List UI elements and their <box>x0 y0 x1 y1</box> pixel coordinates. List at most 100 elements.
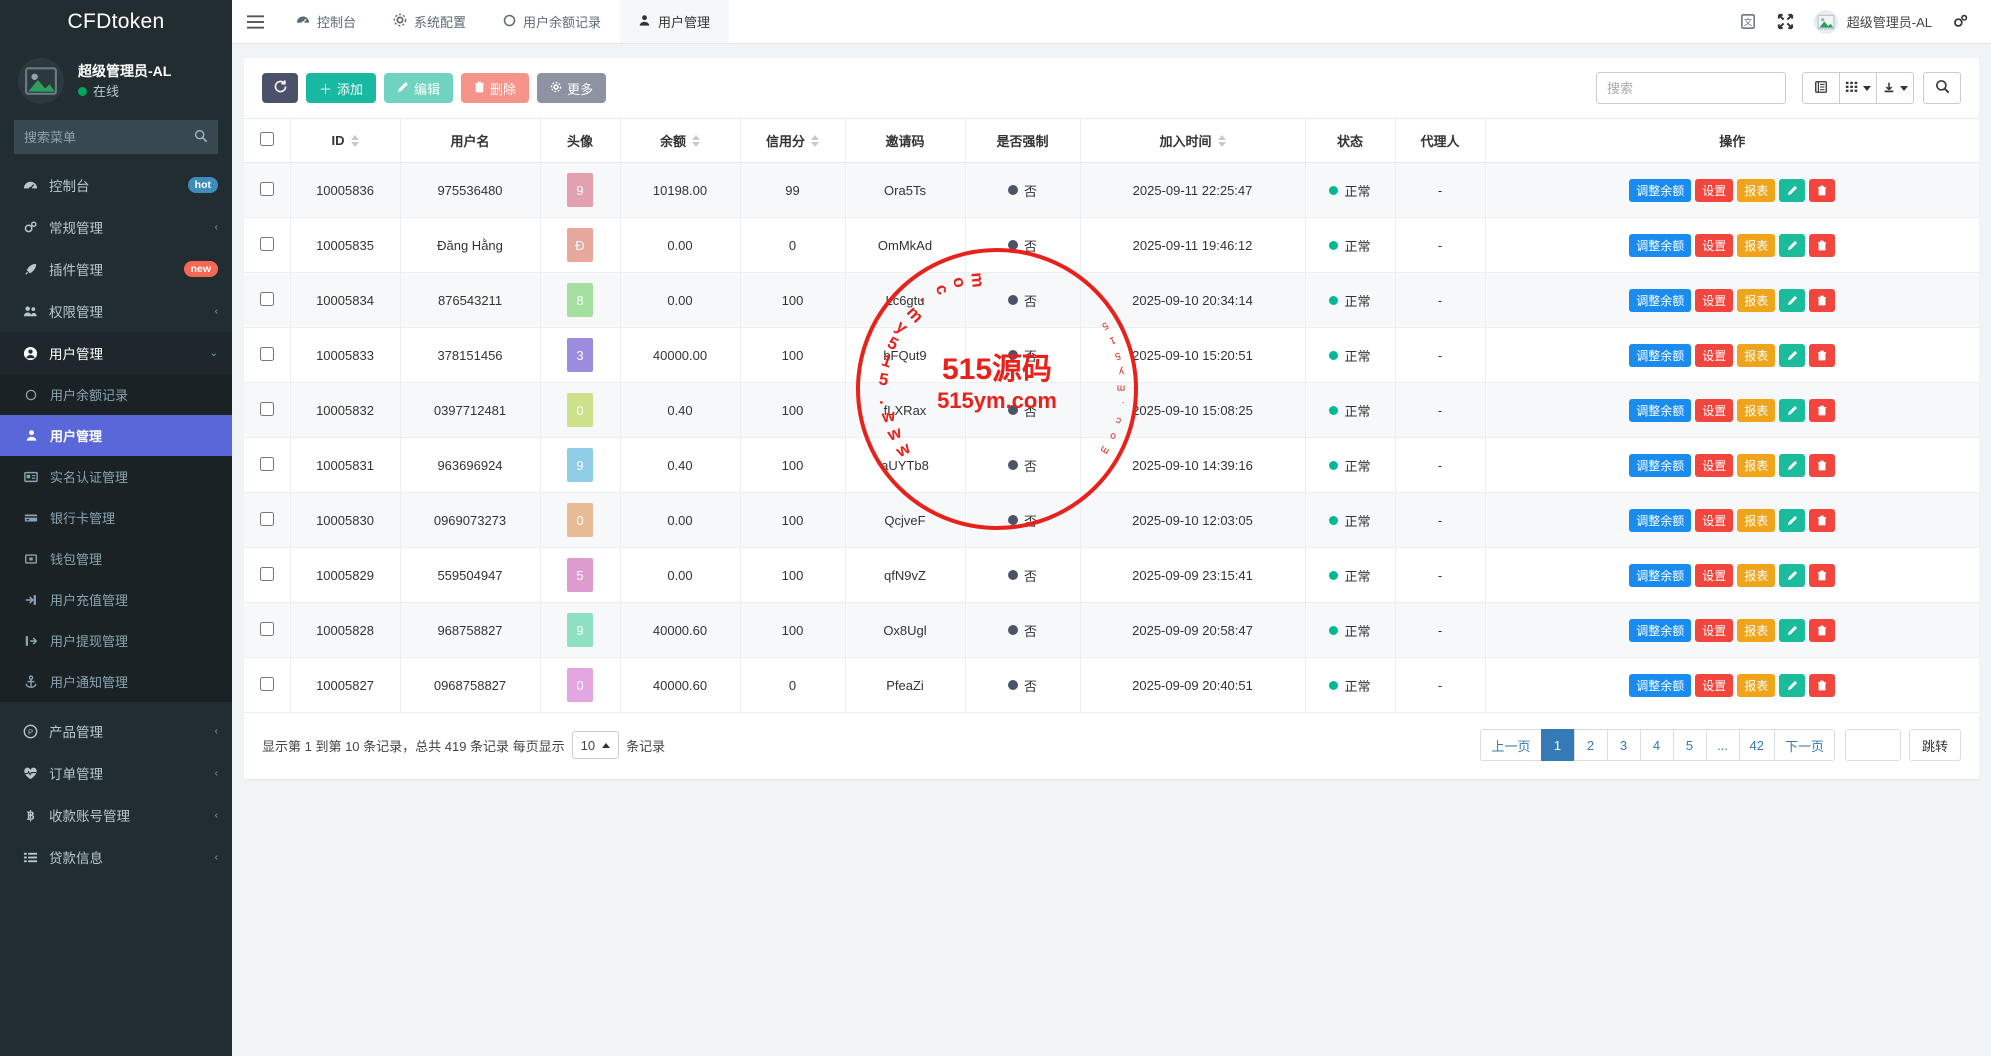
row-action-set[interactable]: 设置 <box>1695 508 1734 532</box>
row-action-pencil[interactable] <box>1779 398 1806 422</box>
tab-system-config[interactable]: 系统配置 <box>375 0 485 43</box>
row-action-rep[interactable]: 报表 <box>1737 618 1776 642</box>
sidebar-item-dashboard-link[interactable]: 控制台 hot <box>0 164 232 206</box>
row-action-trash[interactable] <box>1809 398 1836 422</box>
row-action-rep[interactable]: 报表 <box>1737 563 1776 587</box>
pagination-prev[interactable]: 上一页 <box>1480 729 1542 761</box>
table-row[interactable]: 10005836 975536480 9 10198.00 99 Ora5Ts 否 2025-… <box>244 162 1979 218</box>
sidebar-subitem-wallet[interactable]: 钱包管理 <box>0 538 232 579</box>
column-header-jointime[interactable]: 加入时间 <box>1079 118 1305 163</box>
sidebar-search[interactable] <box>14 120 218 154</box>
pagination-page-5[interactable]: 5 <box>1672 729 1707 761</box>
brand-logo[interactable]: CFDtoken <box>67 10 165 33</box>
sidebar-item-general-link[interactable]: 常规管理 ‹ <box>0 206 232 248</box>
table-row[interactable]: 10005830 0969073273 0 0.00 100 QcjveF 否 2025-09… <box>244 492 1979 548</box>
row-action-trash[interactable] <box>1809 673 1836 697</box>
row-checkbox[interactable] <box>259 401 274 416</box>
row-action-rep[interactable]: 报表 <box>1737 508 1776 532</box>
sidebar-subitem-recharge[interactable]: 用户充值管理 <box>0 579 232 620</box>
row-action-rep[interactable]: 报表 <box>1737 288 1776 312</box>
row-action-trash[interactable] <box>1809 233 1836 257</box>
row-action-trash[interactable] <box>1809 343 1836 367</box>
table-row[interactable]: 10005828 968758827 9 40000.60 100 Ox8Ugl 否 2025… <box>244 602 1979 658</box>
pagination-page-42[interactable]: 42 <box>1738 729 1775 761</box>
row-action-rep[interactable]: 报表 <box>1737 673 1776 697</box>
pagination-jump-button[interactable]: 跳转 <box>1908 729 1961 761</box>
row-action-trash[interactable] <box>1809 288 1836 312</box>
row-action-pencil[interactable] <box>1779 288 1806 312</box>
row-action-bal[interactable]: 调整余额 <box>1629 398 1692 422</box>
row-action-set[interactable]: 设置 <box>1695 233 1734 257</box>
row-checkbox[interactable] <box>259 511 274 526</box>
row-checkbox[interactable] <box>259 236 274 251</box>
search-menu-input[interactable] <box>24 129 194 145</box>
column-header-id[interactable]: ID <box>289 118 400 163</box>
row-action-set[interactable]: 设置 <box>1695 453 1734 477</box>
sidebar-item-permissions-link[interactable]: 权限管理 ‹ <box>0 290 232 332</box>
sort-icon[interactable] <box>692 134 700 147</box>
table-row[interactable]: 10005834 876543211 8 0.00 100 Lc6gtu 否 2025-09-… <box>244 272 1979 328</box>
select-all-checkbox[interactable] <box>259 132 274 146</box>
pagination-page-3[interactable]: 3 <box>1606 729 1641 761</box>
page-size-select[interactable]: 10 <box>571 731 620 759</box>
pagination-page-4[interactable]: 4 <box>1639 729 1674 761</box>
topbar-user[interactable]: 超级管理员-AL <box>1813 9 1932 34</box>
sidebar-subitem-withdraw[interactable]: 用户提现管理 <box>0 620 232 661</box>
sort-icon[interactable] <box>1217 134 1226 147</box>
row-action-trash[interactable] <box>1809 178 1836 202</box>
sidebar-subitem-bankcard[interactable]: 银行卡管理 <box>0 497 232 538</box>
sidebar-subitem-user-management[interactable]: 用户管理 <box>0 415 232 456</box>
more-button[interactable]: 更多 <box>537 73 607 103</box>
row-action-rep[interactable]: 报表 <box>1737 178 1776 202</box>
row-action-bal[interactable]: 调整余额 <box>1629 508 1692 532</box>
row-action-pencil[interactable] <box>1779 343 1806 367</box>
pagination-next[interactable]: 下一页 <box>1773 729 1835 761</box>
fullscreen-icon[interactable] <box>1777 13 1794 30</box>
row-action-set[interactable]: 设置 <box>1695 398 1734 422</box>
add-button[interactable]: ＋ 添加 <box>306 73 377 103</box>
row-action-set[interactable]: 设置 <box>1695 563 1734 587</box>
table-row[interactable]: 10005831 963696924 9 0.40 100 aUYTb8 否 2025-09-… <box>244 437 1979 493</box>
sidebar-item-loaninfo-link[interactable]: 贷款信息 ‹ <box>0 836 232 878</box>
row-action-pencil[interactable] <box>1779 233 1806 257</box>
sort-icon[interactable] <box>350 134 359 147</box>
row-action-pencil[interactable] <box>1779 563 1806 587</box>
tab-dashboard[interactable]: 控制台 <box>278 0 375 43</box>
refresh-button[interactable] <box>262 73 298 103</box>
hamburger-icon[interactable] <box>232 0 278 43</box>
row-action-trash[interactable] <box>1809 563 1836 587</box>
row-checkbox[interactable] <box>259 291 274 306</box>
tab-user-management[interactable]: 用户管理 <box>620 0 730 43</box>
row-action-pencil[interactable] <box>1779 508 1806 532</box>
row-action-bal[interactable]: 调整余额 <box>1629 343 1692 367</box>
column-header-balance[interactable]: 余额 <box>619 118 740 163</box>
row-action-set[interactable]: 设置 <box>1695 673 1734 697</box>
row-action-rep[interactable]: 报表 <box>1737 343 1776 367</box>
sidebar-item-users-link[interactable]: 用户管理 ⌄ <box>0 332 232 374</box>
grid-button[interactable] <box>1839 72 1877 104</box>
pagination-page-2[interactable]: 2 <box>1573 729 1608 761</box>
settings-cogs-icon[interactable] <box>1952 13 1969 30</box>
row-action-bal[interactable]: 调整余额 <box>1629 178 1692 202</box>
row-action-bal[interactable]: 调整余额 <box>1629 673 1692 697</box>
sidebar-subitem-balance-records[interactable]: 用户余额记录 <box>0 374 232 415</box>
row-action-bal[interactable]: 调整余额 <box>1629 288 1692 312</box>
column-header-credit[interactable]: 信用分 <box>739 118 845 163</box>
table-row[interactable]: 10005832 0397712481 0 0.40 100 fLXRax 否 2025-09… <box>244 382 1979 438</box>
table-row[interactable]: 10005833 378151456 3 40000.00 100 bFQut9 否 2025… <box>244 327 1979 383</box>
row-action-pencil[interactable] <box>1779 178 1806 202</box>
row-checkbox[interactable] <box>259 566 274 581</box>
row-action-rep[interactable]: 报表 <box>1737 398 1776 422</box>
table-row[interactable]: 10005835 Đăng Hằng Đ 0.00 0 OmMkAd 否 2025-09-11… <box>244 217 1979 273</box>
search-icon[interactable] <box>194 129 208 146</box>
row-action-set[interactable]: 设置 <box>1695 178 1734 202</box>
row-action-pencil[interactable] <box>1779 618 1806 642</box>
table-row[interactable]: 10005829 559504947 5 0.00 100 qfN9vZ 否 2025-09-… <box>244 547 1979 603</box>
row-checkbox[interactable] <box>259 676 274 691</box>
row-action-trash[interactable] <box>1809 508 1836 532</box>
sidebar-item-orders-link[interactable]: 订单管理 ‹ <box>0 752 232 794</box>
row-checkbox[interactable] <box>259 456 274 471</box>
row-action-rep[interactable]: 报表 <box>1737 233 1776 257</box>
sidebar-item-plugins-link[interactable]: 插件管理 new <box>0 248 232 290</box>
sidebar-subitem-realname[interactable]: 实名认证管理 <box>0 456 232 497</box>
